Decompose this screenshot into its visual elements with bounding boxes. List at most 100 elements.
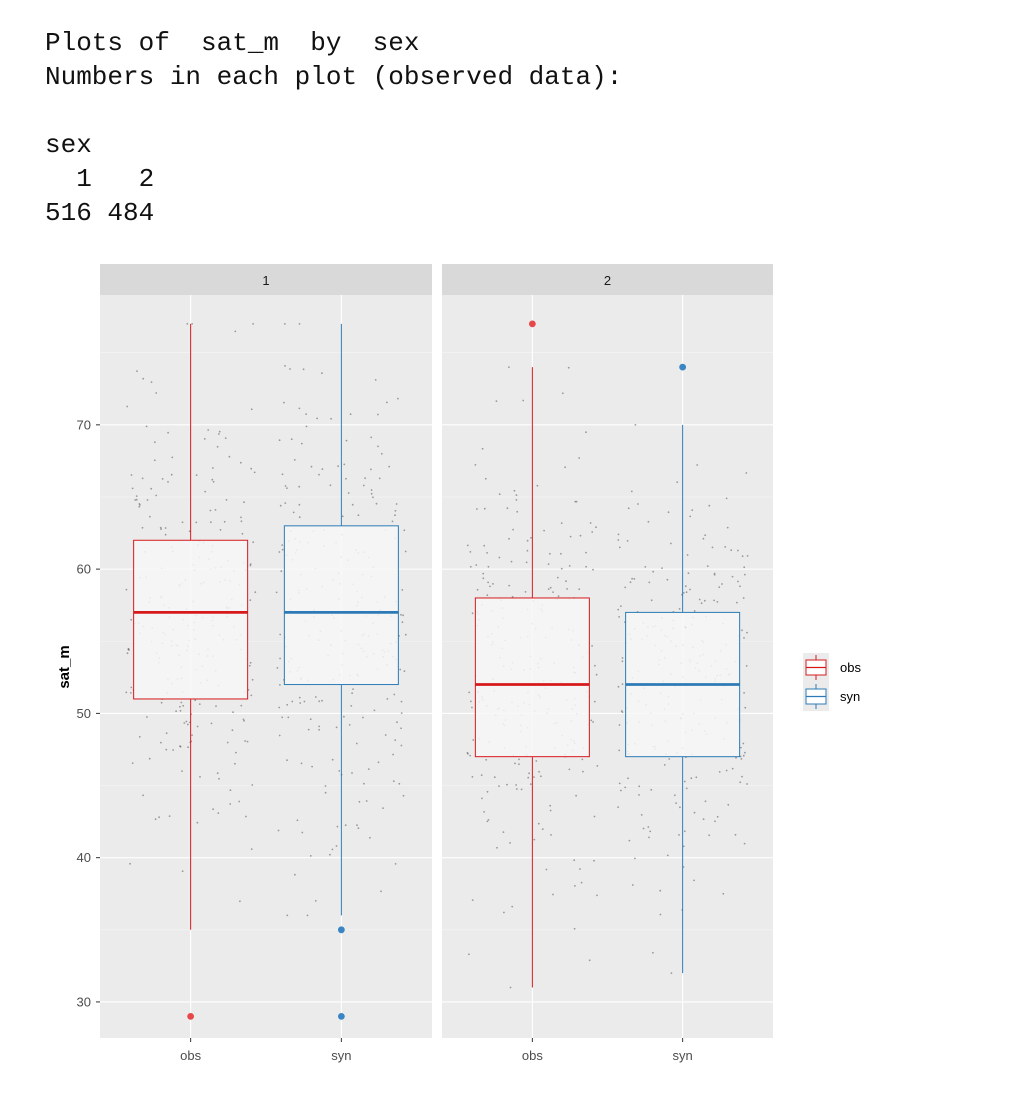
jitter-point (533, 838, 536, 841)
jitter-point (278, 439, 281, 442)
jitter-point (579, 534, 582, 537)
jitter-point (318, 725, 320, 728)
jitter-point (595, 526, 597, 529)
jitter-point (573, 859, 576, 862)
jitter-point (682, 845, 685, 848)
jitter-point (547, 563, 550, 565)
jitter-point (254, 591, 257, 594)
jitter-point (652, 570, 655, 573)
jitter-point (329, 484, 332, 487)
jitter-point (560, 552, 562, 555)
jitter-point (403, 529, 406, 532)
jitter-point (528, 772, 530, 775)
facet-panel-2: 2 obs syn (442, 264, 773, 1063)
jitter-point (321, 468, 324, 470)
jitter-point (348, 724, 351, 726)
jitter-point (292, 511, 295, 514)
jitter-point (742, 597, 745, 599)
jitter-point (380, 452, 383, 455)
jitter-point (574, 500, 577, 503)
jitter-point (218, 433, 220, 435)
jitter-point (624, 586, 627, 589)
jitter-point (335, 845, 338, 847)
jitter-point (355, 742, 358, 745)
jitter-point (365, 800, 368, 802)
jitter-point (695, 776, 698, 779)
jitter-point (182, 704, 185, 707)
jitter-point (481, 447, 484, 450)
jitter-point (311, 765, 313, 768)
jitter-point (281, 544, 284, 546)
jitter-point (650, 788, 653, 791)
jitter-point (585, 551, 587, 554)
jitter-point (711, 546, 714, 549)
jitter-point (515, 784, 517, 786)
jitter-point (530, 537, 532, 539)
jitter-point (142, 377, 145, 380)
jitter-point (400, 727, 402, 730)
jitter-point (693, 610, 696, 612)
jitter-point (403, 670, 406, 672)
jitter-point (687, 572, 690, 575)
jitter-point (335, 726, 338, 729)
jitter-point (471, 776, 474, 778)
jitter-point (735, 756, 737, 759)
jitter-point (543, 529, 545, 532)
jitter-point (730, 549, 733, 552)
jitter-point (404, 550, 407, 553)
jitter-point (638, 785, 641, 788)
jitter-point (229, 803, 232, 805)
jitter-point (306, 914, 309, 917)
jitter-point (386, 698, 389, 700)
jitter-point (746, 631, 748, 634)
jitter-point (165, 748, 168, 751)
jitter-point (168, 815, 171, 817)
jitter-point (718, 771, 721, 773)
jitter-point (535, 760, 538, 762)
jitter-point (508, 584, 511, 587)
jitter-point (301, 831, 304, 834)
jitter-point (149, 515, 151, 518)
jitter-point (286, 759, 288, 762)
jitter-point (618, 546, 621, 549)
jitter-point (239, 900, 241, 903)
jitter-point (196, 725, 199, 728)
jitter-point (482, 572, 485, 575)
jitter-point (508, 366, 510, 368)
jitter-point (567, 366, 570, 369)
jitter-point (303, 700, 306, 703)
facet-strip-label: 1 (262, 273, 269, 288)
jitter-point (231, 729, 234, 732)
jitter-point (130, 686, 133, 689)
jitter-point (652, 951, 654, 954)
jitter-point (374, 379, 377, 381)
jitter-point (498, 556, 501, 559)
jitter-point (682, 592, 685, 594)
y-tick-label: 50 (77, 706, 91, 721)
jitter-point (155, 494, 158, 497)
jitter-point (186, 723, 189, 726)
jitter-point (211, 478, 214, 481)
jitter-point (678, 608, 681, 610)
jitter-point (244, 740, 247, 742)
y-tick-label: 40 (77, 850, 91, 865)
jitter-point (402, 794, 405, 797)
jitter-point (743, 692, 745, 694)
jitter-point (126, 652, 129, 655)
legend-label-obs: obs (840, 660, 861, 675)
jitter-point (518, 758, 520, 761)
jitter-point (621, 657, 624, 659)
jitter-point (515, 788, 518, 790)
jitter-point (146, 499, 149, 501)
jitter-point (659, 889, 662, 892)
jitter-point (338, 770, 341, 772)
jitter-point (593, 700, 596, 703)
jitter-point (472, 739, 475, 741)
jitter-point (296, 819, 299, 822)
jitter-point (522, 399, 525, 402)
jitter-point (506, 783, 508, 786)
jitter-point (343, 463, 346, 466)
jitter-point (630, 490, 633, 493)
jitter-point (469, 565, 472, 568)
